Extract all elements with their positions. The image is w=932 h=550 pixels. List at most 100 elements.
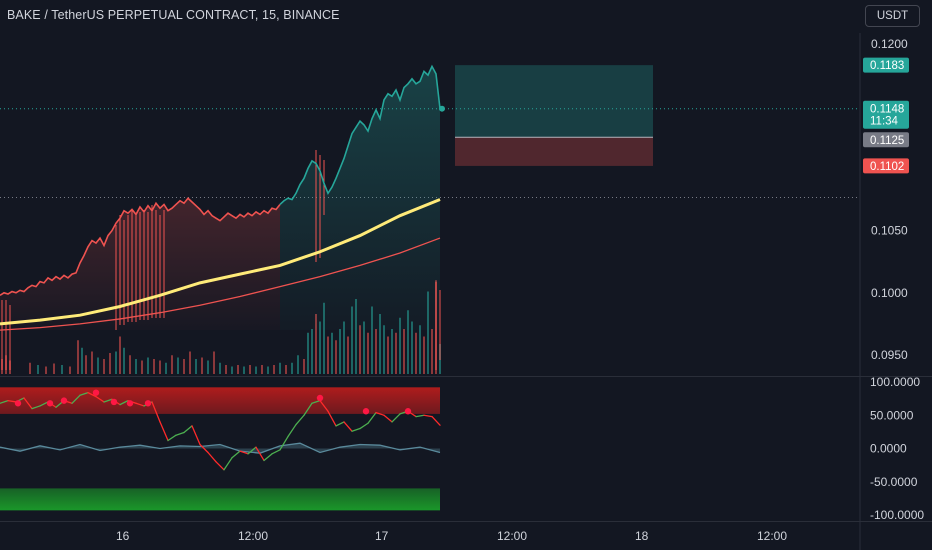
volume-bar	[273, 365, 275, 374]
volume-bar	[29, 362, 31, 374]
oscillator-fast-segment	[327, 410, 337, 427]
y-tick-label: 0.1200	[871, 37, 908, 51]
oscillator-fast-segment	[79, 391, 89, 396]
entry-badge: 0.1125	[870, 135, 904, 147]
volume-bar	[195, 359, 197, 374]
volume-bar	[129, 355, 131, 374]
volume-bar	[427, 291, 429, 374]
volume-bar	[343, 321, 345, 374]
oscillator-fast-segment	[303, 402, 313, 416]
volume-bar	[419, 325, 421, 374]
oscillator-fast-segment	[319, 399, 329, 412]
volume-bar	[37, 365, 39, 374]
oscillator-fast-segment	[247, 446, 257, 455]
volume-bar	[61, 365, 63, 374]
x-tick-label: 12:00	[757, 529, 787, 543]
volume-bar	[411, 321, 413, 374]
volume-bar	[177, 357, 179, 374]
volume-bar	[315, 314, 317, 374]
volume-bar	[307, 332, 309, 374]
oscillator-pane[interactable]	[0, 387, 441, 511]
volume-bar	[367, 332, 369, 374]
volume-bar	[171, 355, 173, 374]
oscillator-fast-segment	[271, 449, 281, 455]
x-tick-label: 17	[375, 529, 389, 543]
tp-badge-bg	[863, 57, 909, 73]
osc-tick-label: 0.0000	[870, 442, 907, 456]
signal-dot	[60, 397, 68, 404]
y-tick-label: 0.1050	[871, 224, 908, 238]
oscillator-fast-segment	[391, 413, 401, 423]
volume-bar	[69, 366, 71, 374]
volume-bar	[207, 360, 209, 374]
ma-slow-line	[0, 237, 441, 331]
volume-bar	[91, 351, 93, 374]
volume-bar	[159, 360, 161, 374]
osc-tick-label: 50.0000	[870, 408, 914, 422]
oscillator-fast-segment	[295, 414, 305, 426]
volume-bar	[391, 329, 393, 374]
signal-dot	[404, 408, 412, 415]
volume-bar	[351, 306, 353, 374]
signal-dot	[362, 408, 370, 415]
oscillator-fast-segment	[383, 414, 393, 423]
oscillator-fast-segment	[351, 427, 361, 432]
volume-bar	[77, 340, 79, 374]
oscillator-fast-segment	[423, 414, 433, 418]
volume-bar	[355, 299, 357, 374]
oversold-band	[0, 488, 440, 511]
volume-bar	[339, 329, 341, 374]
volume-bar	[297, 355, 299, 374]
oscillator-axis[interactable]: 100.0000 50.0000 0.0000 -50.0000 -100.0000	[870, 375, 924, 522]
volume-bar	[119, 336, 121, 374]
volume-bar	[279, 362, 281, 374]
volume-bar	[231, 366, 233, 374]
volume-bar	[415, 332, 417, 374]
price-pane[interactable]	[0, 64, 860, 374]
oscillator-fast-segment	[7, 399, 17, 403]
currency-button[interactable]: USDT	[865, 5, 920, 27]
volume-bar	[255, 366, 257, 374]
volume-bar	[147, 357, 149, 374]
volume-bar	[237, 365, 239, 374]
oscillator-fast-segment	[71, 394, 81, 404]
y-tick-label: 0.1000	[871, 286, 908, 300]
volume-bar	[407, 310, 409, 374]
volume-bar	[85, 355, 87, 374]
volume-bar	[291, 362, 293, 374]
volume-bar	[141, 360, 143, 374]
signal-dot	[14, 400, 22, 407]
signal-dot	[316, 394, 324, 402]
volume-bar	[379, 314, 381, 374]
oscillator-fast-segment	[167, 434, 177, 442]
oscillator-fast-segment	[87, 391, 97, 398]
time-axis[interactable]: 16 12:00 17 12:00 18 12:00	[116, 529, 787, 543]
oscillator-fast-segment	[159, 421, 169, 442]
signal-dot	[110, 398, 118, 406]
oscillator-fast-segment	[151, 401, 161, 423]
volume-bar	[201, 357, 203, 374]
countdown-badge: 11:34	[870, 116, 899, 128]
oscillator-fast-segment	[183, 425, 193, 434]
oscillator-fast-segment	[215, 461, 225, 471]
oscillator-fast-segment	[239, 450, 249, 455]
volume-bar	[53, 363, 55, 374]
volume-bar	[387, 336, 389, 374]
oscillator-fast-segment	[335, 421, 345, 427]
volume-bar	[189, 351, 191, 374]
volume-bar	[183, 359, 185, 374]
volume-bar	[327, 336, 329, 374]
volume-bar	[103, 359, 105, 374]
oscillator-fast-segment	[95, 395, 105, 403]
oscillator-fast-segment	[0, 399, 9, 404]
oscillator-fast-segment	[343, 421, 353, 432]
volume-bar	[285, 365, 287, 374]
last-price-badge-bg	[863, 100, 909, 129]
volume-bar	[165, 362, 167, 374]
volume-bar	[213, 351, 215, 374]
last-price-dot	[439, 105, 445, 112]
oscillator-fast-segment	[103, 398, 113, 403]
